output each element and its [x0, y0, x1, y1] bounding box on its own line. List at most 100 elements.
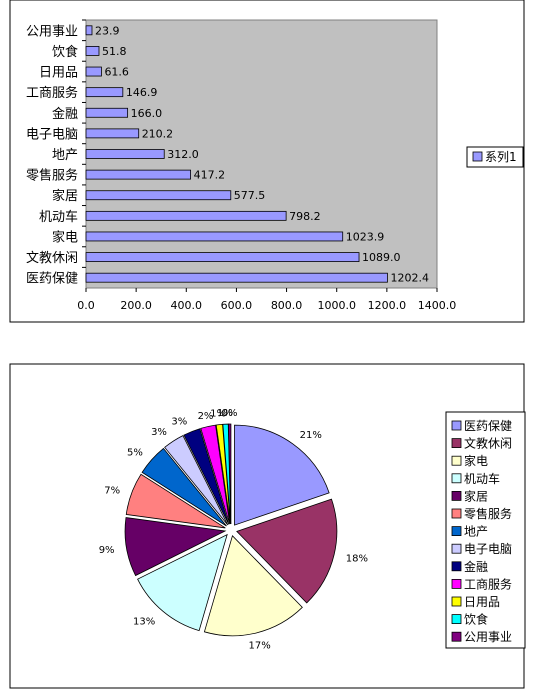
bar-data-label: 23.9: [95, 24, 120, 37]
pie-percent-label: 13%: [133, 617, 155, 628]
x-tick-label: 1000.0: [317, 299, 356, 312]
y-tick-label: 公用事业: [26, 24, 78, 39]
bar-data-label: 61.6: [104, 66, 129, 79]
pie-legend-swatch: [451, 596, 462, 607]
pie-legend-label: 饮食: [464, 612, 488, 627]
pie-legend-swatch: [451, 508, 462, 519]
pie-legend-label: 医药保健: [464, 419, 512, 433]
pie-percent-label: 3%: [171, 416, 187, 427]
pie-percent-label: 18%: [346, 553, 368, 564]
x-tick-label: 800.0: [271, 299, 303, 312]
pie-legend-swatch: [451, 614, 462, 624]
pie-percent-label: 5%: [127, 448, 143, 459]
bar: [85, 25, 93, 36]
bar: [85, 231, 344, 242]
y-tick-label: 家电: [52, 229, 78, 245]
pie-percent-label: 1%: [217, 408, 233, 419]
y-tick-label: 零售服务: [26, 168, 78, 184]
pie-slice: [228, 423, 232, 525]
y-tick-label: 医药保健: [26, 272, 78, 287]
bar: [85, 66, 102, 77]
pie-legend-swatch: [451, 579, 462, 589]
bar-chart: 公用事业饮食日用品工商服务金融电子电脑地产零售服务家居机动车家电文教休闲医药保健…: [9, 0, 525, 323]
y-tick-label: 金融: [52, 106, 78, 122]
pie-slice: [234, 424, 330, 526]
pie-legend-swatch: [451, 631, 462, 642]
pie-slice: [124, 517, 227, 577]
pie-legend-label: 零售服务: [464, 506, 512, 521]
pie-legend-swatch: [451, 438, 462, 449]
pie-slices: [124, 423, 338, 637]
bar-data-label: 312.0: [167, 148, 199, 161]
bar: [85, 128, 140, 139]
x-tick-label: 0.0: [77, 299, 95, 312]
pie-percent-label: 3%: [151, 427, 167, 438]
bar-data-label: 51.8: [102, 45, 127, 58]
pie-percent-labels: 21% 18% 17% 13% 9% 7% 5% 3% 3% 2%1%1%0%: [99, 408, 368, 651]
y-tick-label: 工商服务: [26, 85, 78, 101]
pie-legend-label: 地产: [464, 525, 488, 539]
y-tick-label: 日用品: [39, 66, 78, 81]
x-tick-label: 1200.0: [368, 299, 407, 312]
x-tick-label: 600.0: [221, 299, 253, 312]
y-tick-label: 家居: [52, 188, 78, 204]
pie-slice: [125, 473, 226, 529]
bar-data-label: 166.0: [131, 107, 163, 120]
bar-data-label: 1202.4: [390, 272, 429, 285]
bar-data-label: 210.2: [142, 127, 174, 140]
pie-slice: [183, 428, 230, 525]
x-tick-label: 1400.0: [418, 299, 457, 312]
bar: [85, 272, 388, 283]
pie-legend-label: 机动车: [464, 471, 500, 486]
bar-legend: 系列1: [466, 146, 524, 168]
bar: [85, 149, 165, 159]
pie-legend-label: 文教休闲: [464, 436, 512, 451]
pie-legend-label: 家居: [464, 488, 488, 503]
bar: [85, 169, 191, 180]
pie-percent-label: 7%: [104, 485, 120, 496]
pie-percent-label: 17%: [248, 640, 270, 651]
pie-legend-swatch: [451, 455, 462, 466]
pie-legend-swatch: [451, 420, 462, 431]
pie-legend-label: 家电: [464, 453, 488, 468]
pie-legend-label: 工商服务: [464, 576, 512, 591]
bar: [85, 87, 124, 98]
bar-legend-label: 系列1: [485, 150, 517, 164]
pie-slice: [200, 424, 231, 525]
bar: [85, 46, 100, 56]
pie-legend-swatch: [451, 543, 462, 554]
pie-slice: [164, 435, 229, 526]
pie-percent-label: 21%: [300, 430, 322, 441]
bar-data-label: 798.2: [289, 210, 321, 223]
bar-x-tick-labels: 0.0 200.0 400.0 600.0 800.0 1000.0 1200.0 1400.…: [77, 288, 456, 312]
bar: [85, 190, 232, 201]
bar-data-label: 1089.0: [362, 251, 401, 264]
bar-value-labels: 23.9 51.8 61.6 146.9 166.0 210.2 312.0 417.2 577…: [95, 24, 429, 284]
pie-legend-swatch: [451, 561, 462, 572]
y-tick-label: 文教休闲: [26, 250, 78, 266]
pie-legend-label: 日用品: [464, 595, 500, 609]
pie-legend-label: 公用事业: [464, 630, 512, 644]
pie-percent-label: 2%: [198, 411, 214, 422]
pie-legend-swatch: [451, 473, 462, 484]
bar-data-label: 146.9: [126, 86, 158, 99]
bar-marks: [85, 25, 388, 283]
x-tick-label: 200.0: [120, 299, 152, 312]
bar-legend-swatch: [472, 151, 483, 162]
pie-legend-swatch: [451, 526, 462, 536]
bar: [85, 210, 287, 221]
pie-legend-label: 电子电脑: [464, 542, 512, 556]
pie-legend-label: 金融: [464, 559, 488, 574]
bar-data-label: 417.2: [194, 169, 226, 182]
bar: [85, 252, 360, 262]
pie-slice: [141, 447, 227, 527]
pie-percent-label: 1%: [210, 409, 226, 420]
pie-percent-label: 9%: [99, 545, 115, 556]
pie-slice: [236, 498, 338, 604]
bar: [85, 107, 129, 118]
y-tick-label: 机动车: [39, 209, 78, 225]
pie-slice: [203, 535, 303, 637]
